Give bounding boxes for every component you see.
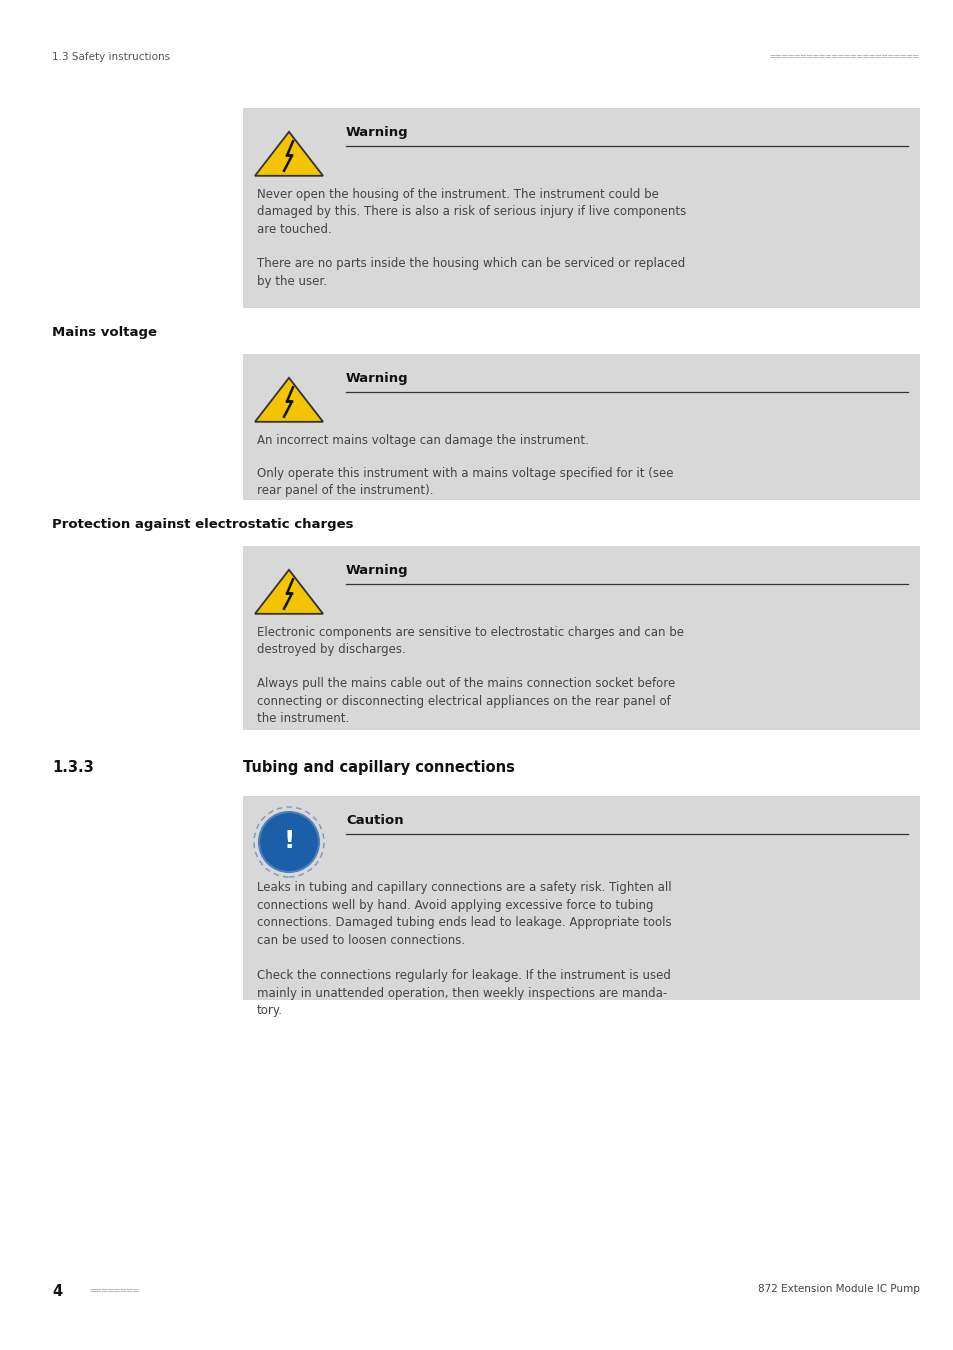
Text: Warning: Warning bbox=[346, 373, 408, 385]
Text: Mains voltage: Mains voltage bbox=[52, 325, 157, 339]
FancyBboxPatch shape bbox=[243, 108, 919, 308]
Text: ========================: ======================== bbox=[769, 53, 919, 62]
Polygon shape bbox=[254, 570, 323, 614]
Text: 1.3 Safety instructions: 1.3 Safety instructions bbox=[52, 53, 170, 62]
FancyBboxPatch shape bbox=[243, 545, 919, 730]
Text: Tubing and capillary connections: Tubing and capillary connections bbox=[243, 760, 515, 775]
FancyBboxPatch shape bbox=[243, 796, 919, 1000]
Polygon shape bbox=[254, 378, 323, 421]
Text: Only operate this instrument with a mains voltage specified for it (see
rear pan: Only operate this instrument with a main… bbox=[256, 467, 673, 497]
Text: Caution: Caution bbox=[346, 814, 403, 828]
Circle shape bbox=[258, 811, 318, 872]
Text: Warning: Warning bbox=[346, 564, 408, 576]
Text: 872 Extension Module IC Pump: 872 Extension Module IC Pump bbox=[758, 1284, 919, 1295]
Text: 1.3.3: 1.3.3 bbox=[52, 760, 93, 775]
Text: Never open the housing of the instrument. The instrument could be
damaged by thi: Never open the housing of the instrument… bbox=[256, 188, 685, 236]
Text: There are no parts inside the housing which can be serviced or replaced
by the u: There are no parts inside the housing wh… bbox=[256, 258, 684, 288]
Polygon shape bbox=[254, 132, 323, 176]
Text: ========: ======== bbox=[90, 1287, 140, 1296]
Text: An incorrect mains voltage can damage the instrument.: An incorrect mains voltage can damage th… bbox=[256, 433, 588, 447]
Text: Always pull the mains cable out of the mains connection socket before
connecting: Always pull the mains cable out of the m… bbox=[256, 676, 675, 725]
Text: Protection against electrostatic charges: Protection against electrostatic charges bbox=[52, 518, 354, 531]
Text: Warning: Warning bbox=[346, 126, 408, 139]
Text: Electronic components are sensitive to electrostatic charges and can be
destroye: Electronic components are sensitive to e… bbox=[256, 626, 683, 656]
Text: 4: 4 bbox=[52, 1284, 62, 1299]
Text: !: ! bbox=[283, 829, 294, 853]
Text: Check the connections regularly for leakage. If the instrument is used
mainly in: Check the connections regularly for leak… bbox=[256, 969, 670, 1017]
FancyBboxPatch shape bbox=[243, 354, 919, 500]
Text: Leaks in tubing and capillary connections are a safety risk. Tighten all
connect: Leaks in tubing and capillary connection… bbox=[256, 882, 671, 946]
